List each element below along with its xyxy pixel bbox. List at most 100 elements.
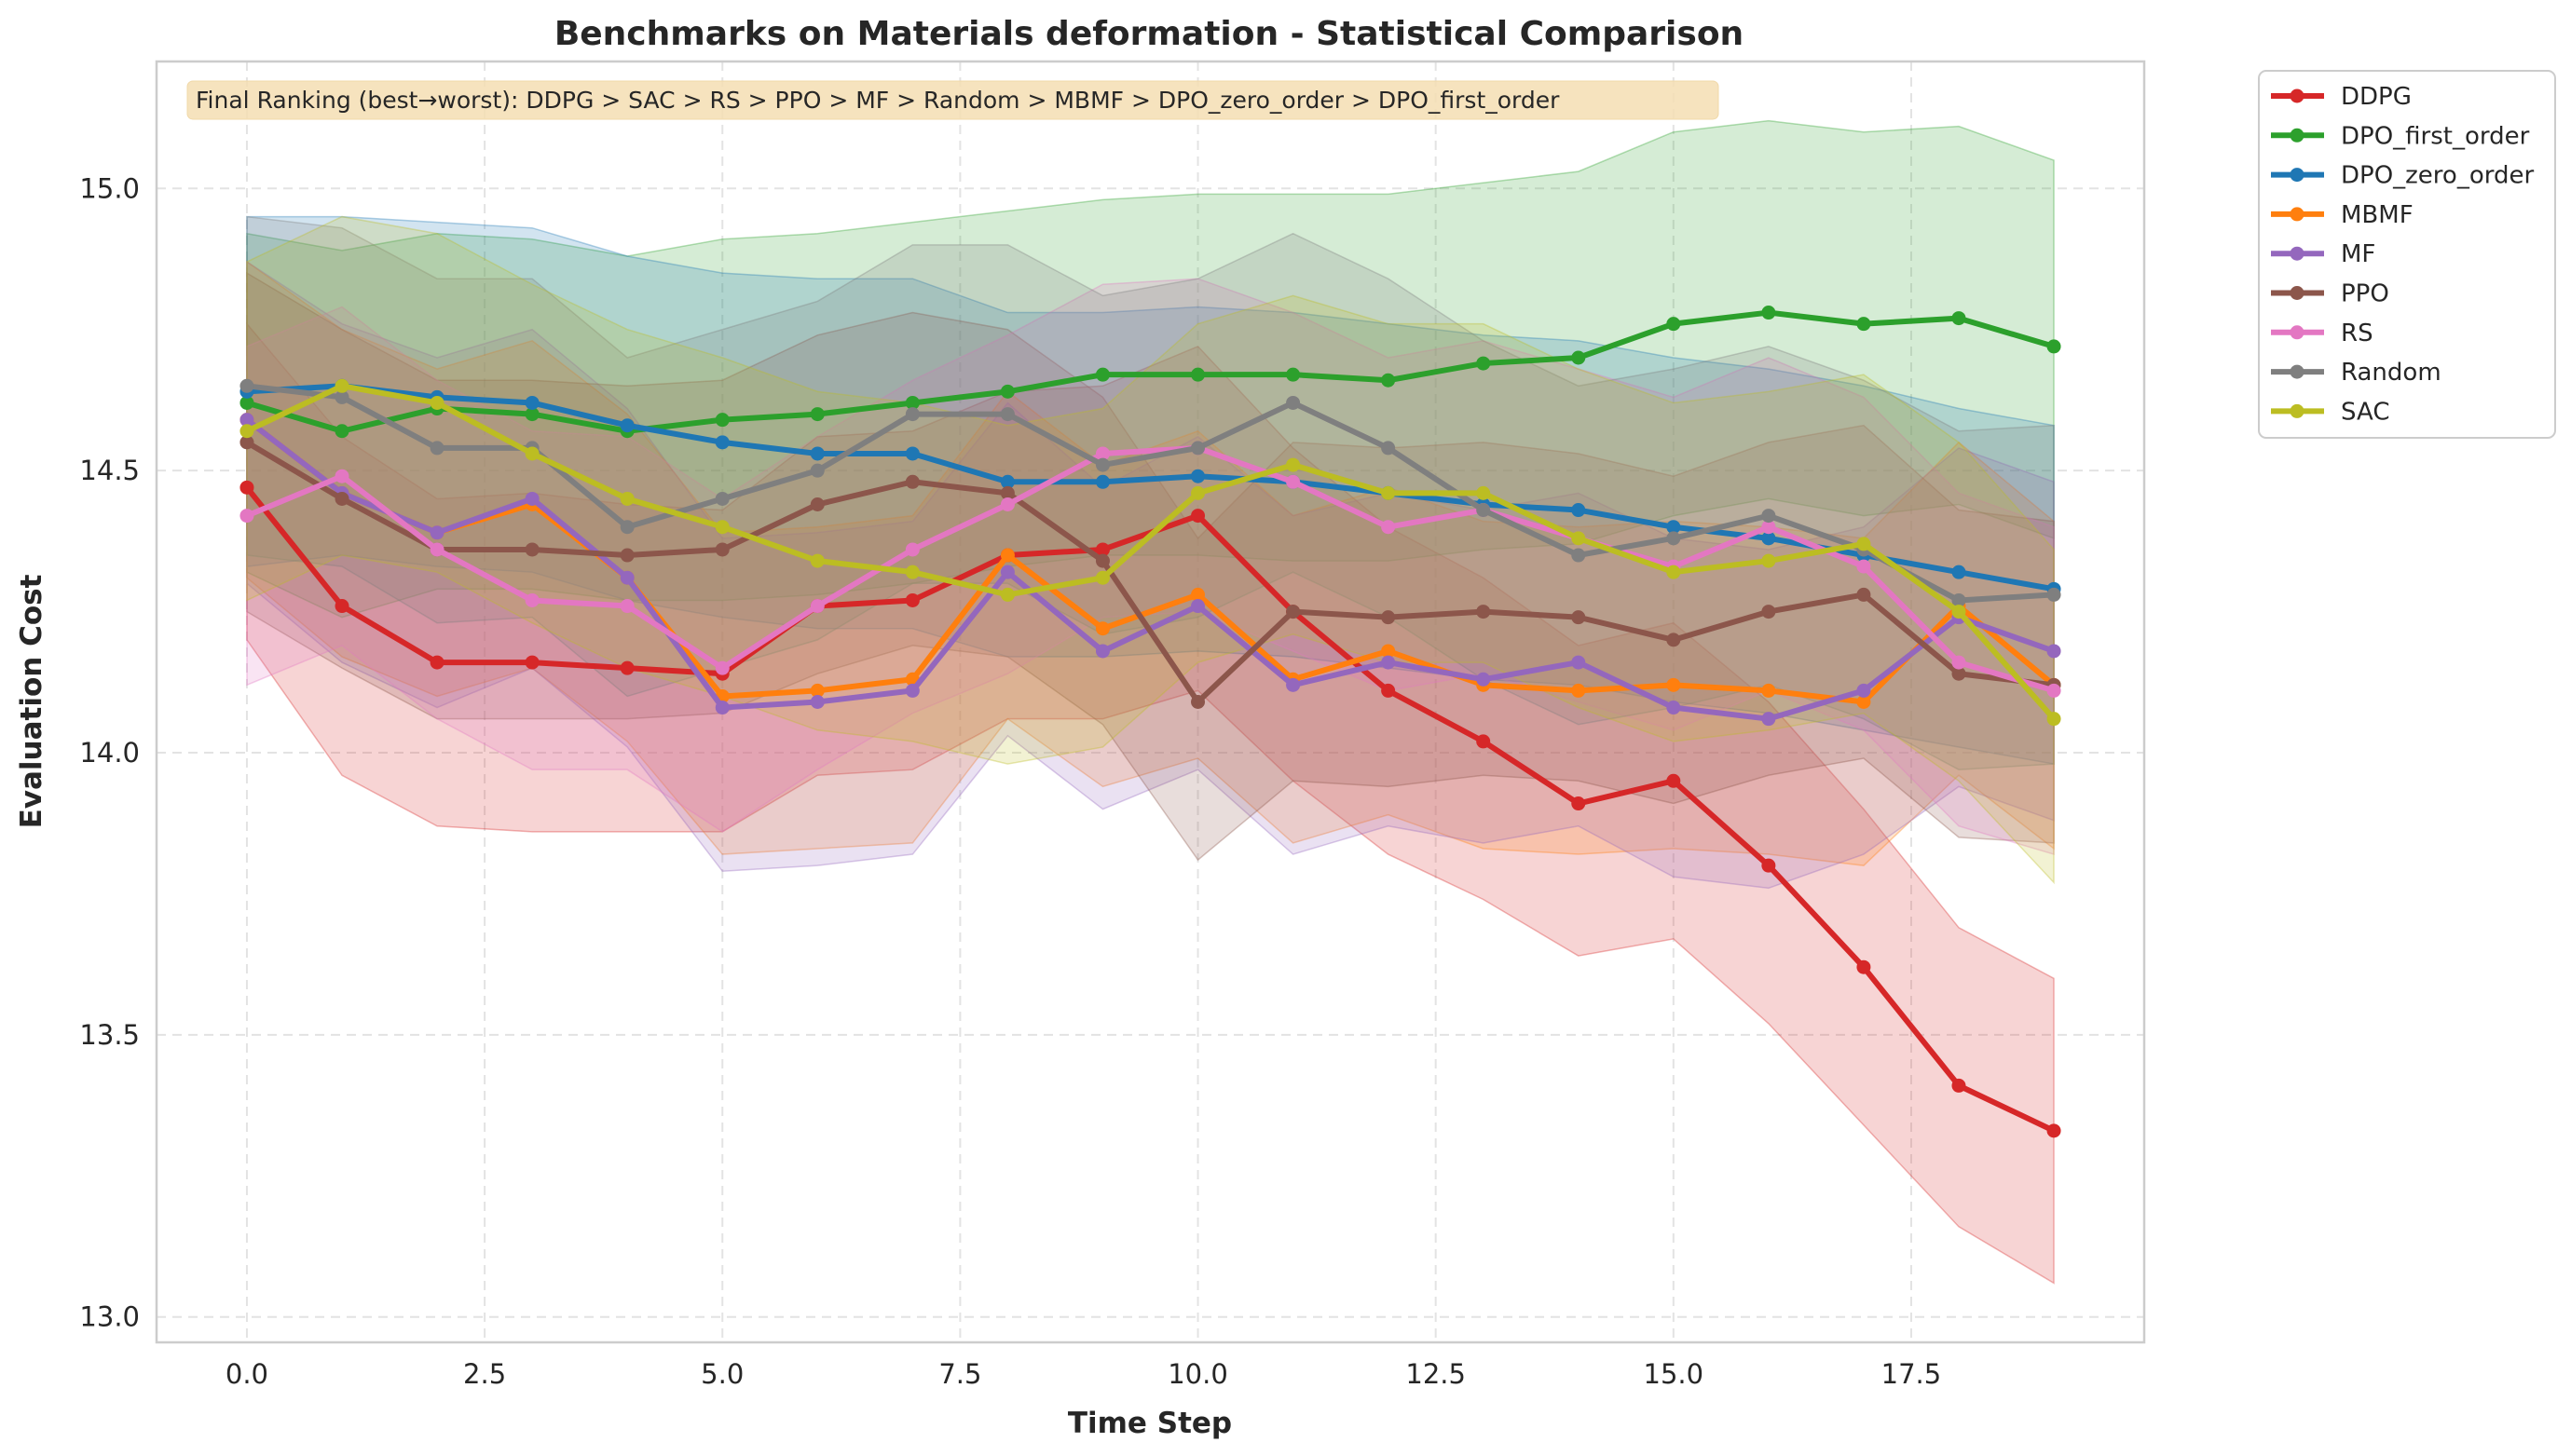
data-point-PPO	[1000, 485, 1015, 500]
data-point-PPO	[810, 497, 825, 511]
x-tick-label: 0.0	[226, 1358, 268, 1390]
data-point-SAC	[905, 565, 920, 579]
data-point-Random	[1000, 407, 1015, 422]
data-point-RS	[1761, 520, 1776, 535]
x-tick-label: 2.5	[463, 1358, 506, 1390]
data-point-MF	[1191, 599, 1206, 614]
confidence-band-RS	[246, 278, 2055, 856]
ranking-annotation-box	[186, 80, 1719, 120]
data-point-SAC	[335, 378, 349, 393]
ranking-annotation: Final Ranking (best→worst): DDPG > SAC >…	[186, 80, 1719, 120]
data-point-Random	[1476, 503, 1491, 518]
data-point-DPO_zero_order	[810, 446, 825, 461]
confidence-band-SAC	[246, 215, 2055, 885]
data-point-MBMF	[1666, 677, 1681, 692]
data-point-MF	[1761, 712, 1776, 727]
data-point-RS	[335, 469, 349, 483]
data-point-MBMF	[810, 683, 825, 698]
data-point-PPO	[1951, 666, 1966, 681]
data-point-DPO_first_order	[1286, 367, 1301, 382]
data-point-RS	[1000, 497, 1015, 511]
data-point-Random	[1571, 548, 1586, 563]
data-point-PPO	[1571, 610, 1586, 625]
data-point-DDPG	[1476, 734, 1491, 749]
data-point-Random	[1191, 441, 1206, 456]
data-point-DPO_first_order	[1856, 317, 1871, 332]
data-point-MBMF	[1571, 683, 1586, 698]
data-point-Random	[1666, 531, 1681, 546]
data-point-MF	[810, 695, 825, 709]
data-point-DPO_zero_order	[525, 395, 540, 410]
data-point-DPO_first_order	[1381, 373, 1396, 388]
data-point-DDPG	[1856, 959, 1871, 974]
legend-marker-SAC	[2290, 403, 2304, 418]
data-point-SAC	[1381, 485, 1396, 500]
data-point-DDPG	[335, 599, 349, 614]
y-tick-label: 13.5	[79, 1019, 140, 1051]
x-tick-label: 17.5	[1881, 1358, 1942, 1390]
data-point-RS	[430, 542, 444, 557]
legend-label-DDPG: DDPG	[2341, 83, 2412, 111]
data-point-RS	[239, 509, 254, 524]
data-point-PPO	[239, 435, 254, 450]
data-point-RS	[620, 599, 635, 614]
data-point-DPO_zero_order	[620, 418, 635, 433]
data-point-MF	[1286, 677, 1301, 692]
data-point-MF	[239, 413, 254, 428]
legend-marker-DPO_zero_order	[2290, 168, 2304, 183]
data-point-SAC	[2046, 712, 2061, 727]
data-point-SAC	[430, 395, 444, 410]
data-point-Random	[1095, 457, 1110, 472]
confidence-band-Random	[246, 215, 2055, 770]
legend-marker-Random	[2290, 364, 2304, 379]
data-point-SAC	[239, 424, 254, 439]
data-point-DPO_first_order	[1476, 356, 1491, 371]
confidence-band-PPO	[246, 271, 2055, 862]
chart-title: Benchmarks on Materials deformation - St…	[554, 15, 1744, 53]
legend-label-DPO_zero_order: DPO_zero_order	[2341, 162, 2534, 190]
data-point-PPO	[1381, 610, 1396, 625]
data-point-PPO	[1191, 695, 1206, 709]
data-point-DPO_zero_order	[905, 446, 920, 461]
legend-frame	[2258, 70, 2556, 439]
data-point-Random	[1951, 592, 1966, 607]
data-point-DPO_first_order	[239, 395, 254, 410]
data-point-DPO_zero_order	[1095, 474, 1110, 489]
data-point-PPO	[1095, 553, 1110, 568]
data-point-RS	[525, 592, 540, 607]
y-tick-label: 13.0	[79, 1301, 140, 1333]
data-point-PPO	[905, 474, 920, 489]
legend-label-Random: Random	[2341, 359, 2441, 387]
legend-label-MBMF: MBMF	[2341, 201, 2414, 229]
data-point-DPO_first_order	[1761, 306, 1776, 320]
data-point-RS	[1381, 520, 1396, 535]
confidence-band-MBMF	[246, 260, 2055, 866]
ranking-annotation-text: Final Ranking (best→worst): DDPG > SAC >…	[196, 87, 1560, 114]
data-point-DPO_first_order	[335, 424, 349, 439]
data-point-DDPG	[1381, 683, 1396, 698]
series-line-DPO_first_order	[243, 309, 2058, 434]
data-point-PPO	[715, 542, 730, 557]
data-point-MBMF	[1381, 644, 1396, 659]
y-tick-label: 14.0	[79, 737, 140, 769]
ticks: 0.0 2.5 5.0 7.5 10.0 12.5 15.0 17.5 13.0 13.5 14.0…	[79, 172, 1941, 1390]
data-point-Random	[239, 378, 254, 393]
data-point-DPO_first_order	[905, 395, 920, 410]
data-point-SAC	[1476, 485, 1491, 500]
x-tick-label: 5.0	[701, 1358, 744, 1390]
series-line-RS	[243, 444, 2058, 694]
legend-marker-RS	[2290, 325, 2304, 340]
data-point-RS	[2046, 683, 2061, 698]
data-point-RS	[1951, 655, 1966, 670]
data-point-DPO_zero_order	[1951, 565, 1966, 579]
data-point-PPO	[525, 542, 540, 557]
series-line-MBMF	[243, 416, 2058, 705]
data-point-PPO	[1476, 605, 1491, 619]
data-point-DPO_first_order	[525, 407, 540, 422]
data-point-DPO_zero_order	[1000, 474, 1015, 489]
data-point-MF	[1856, 683, 1871, 698]
data-point-SAC	[620, 491, 635, 506]
data-point-SAC	[1286, 457, 1301, 472]
